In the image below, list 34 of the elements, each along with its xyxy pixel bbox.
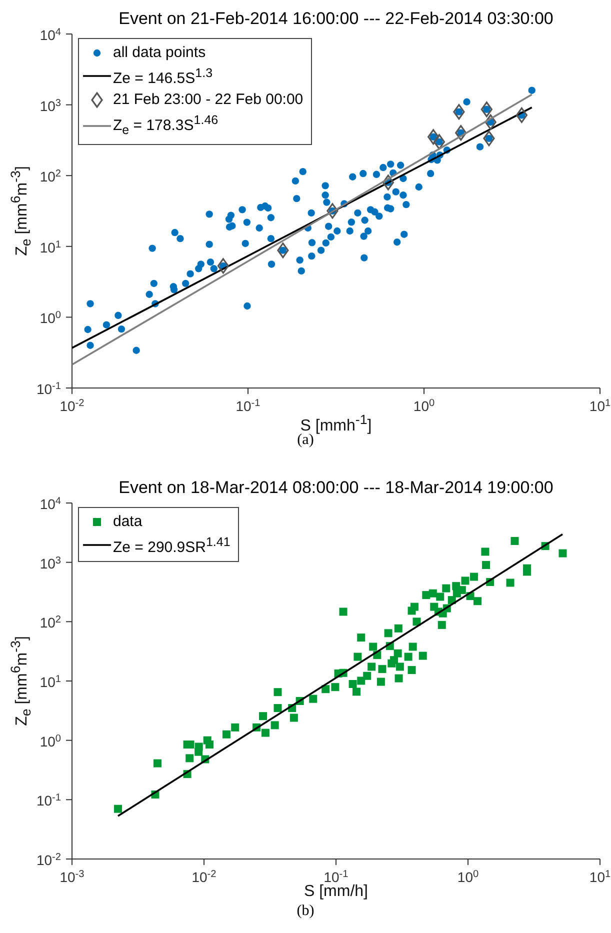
x-tick-label: 10$^{-2}$ (192, 868, 217, 885)
y-tick-label: 10$^{2}$ (40, 168, 62, 185)
x-tick-label: 10$^{-1}$ (236, 398, 261, 414)
text: (b) (296, 903, 316, 920)
x-axis-title: S [mmh$^{-1}$] (300, 412, 372, 434)
y-tick-label: 10$^{-2}$ (36, 852, 62, 868)
legend-label: Ze = 290.9SR$^{1.41}$ (113, 534, 230, 558)
x-tick-label: 10$^{-3}$ (60, 868, 85, 885)
x-tick-label: 10$^{0}$ (457, 868, 479, 885)
y-tick-label: 10$^{1}$ (40, 238, 62, 256)
x-tick-label: 10$^{1}$ (589, 398, 611, 414)
legend-label: Z$_{e}$ = 178.3S$^{1.46}$ (113, 112, 218, 139)
y-tick-label: 10$^{0}$ (40, 310, 62, 326)
x-tick-label: 10$^{1}$ (589, 868, 611, 885)
chart-title: Event on 21-Feb-2014 16:00:00 --- 22-Feb-2014 03:30:00 (118, 9, 554, 29)
chart-title: Event on 18-Mar-2014 08:00:00 --- 18-Mar-2014 19:00:00 (118, 478, 554, 498)
legend-label: data (113, 512, 142, 532)
text: (a) (297, 432, 314, 448)
legend-label: all data points (113, 43, 206, 63)
y-tick-label: 10$^{4}$ (40, 26, 62, 43)
legend-label: 21 Feb 23:00 - 22 Feb 00:00 (113, 90, 304, 110)
x-tick-label: 10$^{-2}$ (60, 398, 85, 414)
y-tick-label: 10$^{2}$ (40, 614, 62, 631)
y-tick-label: 10$^{3}$ (40, 554, 62, 572)
y-tick-label: 10$^{-1}$ (36, 380, 62, 397)
x-axis-title: S [mm/h] (304, 883, 368, 900)
y-tick-label: 10$^{4}$ (40, 496, 62, 512)
y-tick-label: 10$^{0}$ (40, 732, 62, 750)
x-tick-label: 10$^{0}$ (413, 398, 435, 414)
x-tick-label: 10$^{-1}$ (324, 868, 349, 885)
y-tick-label: 10$^{-1}$ (36, 792, 62, 809)
legend-label: Ze = 146.5S$^{1.3}$ (113, 65, 213, 89)
y-tick-label: 10$^{3}$ (40, 97, 62, 114)
y-tick-label: 10$^{1}$ (40, 674, 62, 690)
